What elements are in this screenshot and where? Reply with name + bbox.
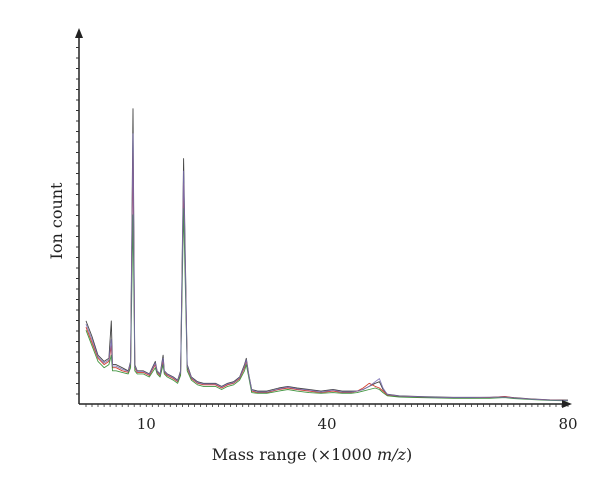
spectrum-series-line-1 (85, 108, 569, 401)
x-axis-label: Mass range (×1000 m/z) (212, 445, 412, 464)
axes-layer (75, 28, 572, 408)
ticks-layer: 10 40 80 (76, 47, 578, 433)
x-tick-label-80: 80 (558, 415, 577, 433)
y-axis-arrow-icon (75, 28, 83, 38)
spectrum-series-line-4 (85, 133, 569, 401)
labels-layer: Mass range (×1000 m/z) Ion count (47, 182, 412, 464)
y-axis-label: Ion count (47, 182, 66, 260)
x-tick-label-10: 10 (137, 415, 156, 433)
x-tick-label-40: 40 (317, 415, 336, 433)
series-layer (85, 108, 569, 402)
x-axis-arrow-icon (562, 400, 572, 408)
spectrum-series-line-2 (85, 151, 569, 401)
